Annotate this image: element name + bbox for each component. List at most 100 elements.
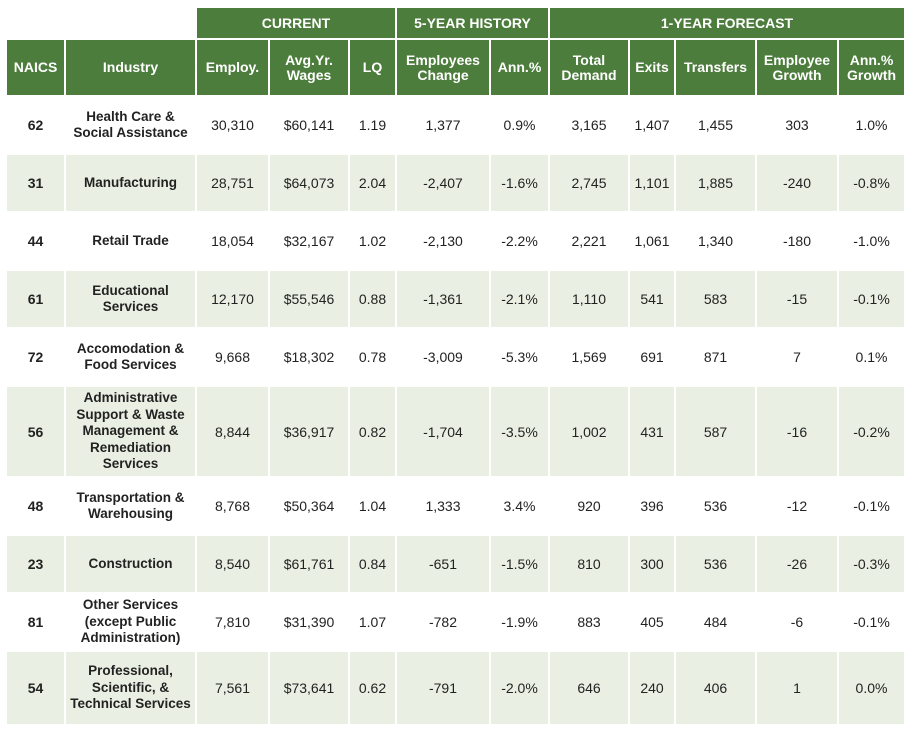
cell-naics: 61 (7, 271, 64, 327)
cell-emp-growth: -15 (757, 271, 837, 327)
table-row: 44 Retail Trade 18,054 $32,167 1.02 -2,130 -2.… (7, 213, 904, 269)
cell-emp-growth: -12 (757, 478, 837, 534)
col-header-wages: Avg.Yr. Wages (270, 40, 348, 95)
cell-employ: 28,751 (197, 155, 268, 211)
cell-naics: 62 (7, 97, 64, 153)
cell-emp-growth: -16 (757, 387, 837, 476)
cell-lq: 0.84 (350, 536, 395, 592)
cell-emp-growth: 303 (757, 97, 837, 153)
cell-industry: Administrative Support & Waste Managemen… (66, 387, 195, 476)
cell-wages: $64,073 (270, 155, 348, 211)
col-header-ann-pct: Ann.% (491, 40, 548, 95)
cell-exits: 405 (630, 594, 674, 650)
table-row: 48 Transportation & Warehousing 8,768 $50,3… (7, 478, 904, 534)
group-header-blank (7, 8, 195, 38)
cell-transfers: 536 (676, 478, 755, 534)
cell-employ: 9,668 (197, 329, 268, 385)
cell-emp-change: -3,009 (397, 329, 489, 385)
col-header-transfers: Transfers (676, 40, 755, 95)
cell-industry: Professional, Scientific, & Technical Se… (66, 652, 195, 724)
cell-industry: Educational Services (66, 271, 195, 327)
cell-employ: 7,810 (197, 594, 268, 650)
cell-employ: 12,170 (197, 271, 268, 327)
col-header-ann-growth: Ann.% Growth (839, 40, 904, 95)
cell-exits: 431 (630, 387, 674, 476)
cell-emp-change: -651 (397, 536, 489, 592)
table-row: 61 Educational Services 12,170 $55,546 0.88-… (7, 271, 904, 327)
cell-employ: 8,844 (197, 387, 268, 476)
table-row: 72 Accomodation & Food Services 9,668 $18,3… (7, 329, 904, 385)
cell-exits: 1,061 (630, 213, 674, 269)
cell-industry: Retail Trade (66, 213, 195, 269)
cell-ann-pct: -5.3% (491, 329, 548, 385)
cell-employ: 18,054 (197, 213, 268, 269)
cell-transfers: 1,885 (676, 155, 755, 211)
cell-wages: $61,761 (270, 536, 348, 592)
cell-transfers: 1,455 (676, 97, 755, 153)
col-header-employ: Employ. (197, 40, 268, 95)
cell-emp-change: 1,333 (397, 478, 489, 534)
cell-lq: 0.78 (350, 329, 395, 385)
cell-transfers: 1,340 (676, 213, 755, 269)
industry-table: CURRENT 5-YEAR HISTORY 1-YEAR FORECAST N… (5, 6, 906, 726)
cell-emp-growth: 1 (757, 652, 837, 724)
cell-ann-pct: -1.9% (491, 594, 548, 650)
cell-industry: Health Care & Social Assistance (66, 97, 195, 153)
cell-exits: 541 (630, 271, 674, 327)
cell-total-demand: 3,165 (550, 97, 628, 153)
col-header-lq: LQ (350, 40, 395, 95)
cell-ann-pct: 3.4% (491, 478, 548, 534)
cell-industry: Accomodation & Food Services (66, 329, 195, 385)
cell-emp-growth: 7 (757, 329, 837, 385)
cell-ann-pct: -2.2% (491, 213, 548, 269)
cell-ann-growth: -1.0% (839, 213, 904, 269)
cell-naics: 23 (7, 536, 64, 592)
cell-wages: $32,167 (270, 213, 348, 269)
cell-naics: 54 (7, 652, 64, 724)
cell-industry: Manufacturing (66, 155, 195, 211)
col-header-total-demand: Total Demand (550, 40, 628, 95)
cell-employ: 8,768 (197, 478, 268, 534)
cell-emp-change: 1,377 (397, 97, 489, 153)
cell-total-demand: 1,002 (550, 387, 628, 476)
cell-lq: 0.62 (350, 652, 395, 724)
cell-exits: 1,101 (630, 155, 674, 211)
cell-ann-growth: -0.3% (839, 536, 904, 592)
cell-ann-growth: 0.1% (839, 329, 904, 385)
cell-exits: 240 (630, 652, 674, 724)
cell-naics: 72 (7, 329, 64, 385)
cell-emp-change: -1,361 (397, 271, 489, 327)
cell-exits: 396 (630, 478, 674, 534)
table-row: 23 Construction 8,540 $61,761 0.84 -651 -1.5% 8… (7, 536, 904, 592)
table-body: 62 Health Care & Social Assistance 30,310 $… (7, 97, 904, 724)
cell-ann-growth: -0.1% (839, 478, 904, 534)
cell-total-demand: 2,221 (550, 213, 628, 269)
cell-total-demand: 883 (550, 594, 628, 650)
cell-ann-growth: -0.1% (839, 594, 904, 650)
cell-ann-growth: 0.0% (839, 652, 904, 724)
cell-ann-pct: -2.1% (491, 271, 548, 327)
col-header-emp-change: Employees Change (397, 40, 489, 95)
cell-transfers: 583 (676, 271, 755, 327)
cell-exits: 300 (630, 536, 674, 592)
cell-wages: $73,641 (270, 652, 348, 724)
cell-emp-change: -2,407 (397, 155, 489, 211)
table-row: 56 Administrative Support & Waste Managem… (7, 387, 904, 476)
cell-lq: 0.88 (350, 271, 395, 327)
cell-transfers: 484 (676, 594, 755, 650)
cell-lq: 0.82 (350, 387, 395, 476)
cell-emp-growth: -180 (757, 213, 837, 269)
cell-wages: $36,917 (270, 387, 348, 476)
cell-wages: $60,141 (270, 97, 348, 153)
cell-total-demand: 810 (550, 536, 628, 592)
cell-emp-change: -1,704 (397, 387, 489, 476)
cell-total-demand: 646 (550, 652, 628, 724)
cell-total-demand: 2,745 (550, 155, 628, 211)
cell-emp-change: -782 (397, 594, 489, 650)
table-row: 62 Health Care & Social Assistance 30,310 $… (7, 97, 904, 153)
cell-employ: 8,540 (197, 536, 268, 592)
cell-exits: 1,407 (630, 97, 674, 153)
cell-ann-pct: -1.5% (491, 536, 548, 592)
cell-ann-pct: -2.0% (491, 652, 548, 724)
cell-industry: Construction (66, 536, 195, 592)
